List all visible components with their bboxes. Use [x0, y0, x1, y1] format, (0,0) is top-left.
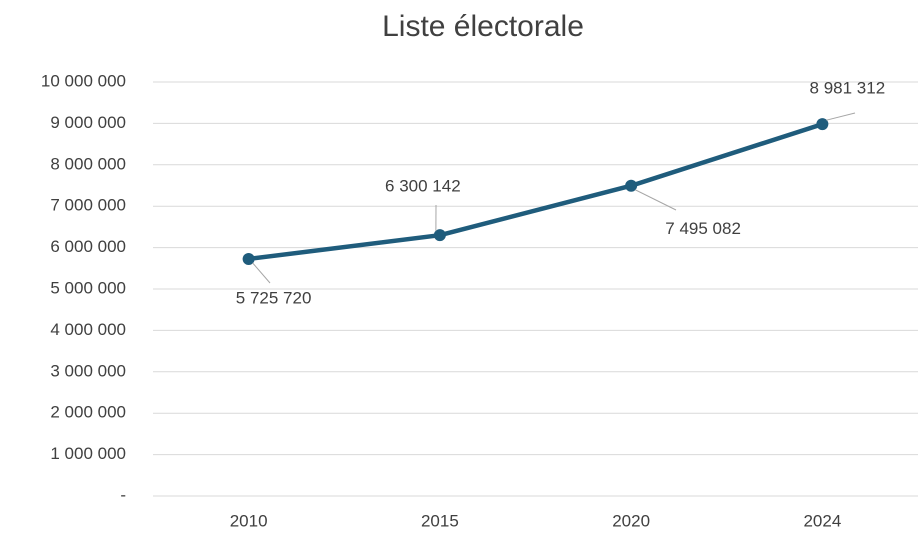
y-tick-label: 3 000 000 — [50, 361, 126, 380]
chart-title: Liste électorale — [382, 10, 584, 43]
y-tick-label: 2 000 000 — [50, 403, 126, 422]
y-tick-label: - — [120, 485, 126, 504]
y-tick-label: 6 000 000 — [50, 237, 126, 256]
data-label: 8 981 312 — [810, 79, 886, 98]
data-label: 5 725 720 — [236, 288, 312, 307]
line — [248, 122, 824, 262]
x-tick-label: 2015 — [421, 511, 459, 530]
x-tick-label: 2010 — [230, 511, 268, 530]
data-label: 7 495 082 — [665, 219, 741, 238]
marker — [242, 252, 255, 265]
marker — [433, 229, 446, 242]
y-tick-label: 5 000 000 — [50, 278, 126, 297]
marker — [625, 179, 638, 192]
y-tick-label: 9 000 000 — [50, 113, 126, 132]
y-tick-label: 8 000 000 — [50, 154, 126, 173]
y-tick-label: 4 000 000 — [50, 320, 126, 339]
y-tick-label: 10 000 000 — [41, 71, 126, 90]
leader-line — [252, 262, 271, 284]
x-tick-label: 2020 — [612, 511, 650, 530]
x-tick-label: 2024 — [803, 511, 841, 530]
leader-line — [634, 189, 677, 211]
y-tick-label: 1 000 000 — [50, 444, 126, 463]
data-label: 6 300 142 — [385, 177, 461, 196]
y-tick-label: 7 000 000 — [50, 196, 126, 215]
marker — [816, 118, 829, 131]
leader-line — [826, 112, 856, 121]
